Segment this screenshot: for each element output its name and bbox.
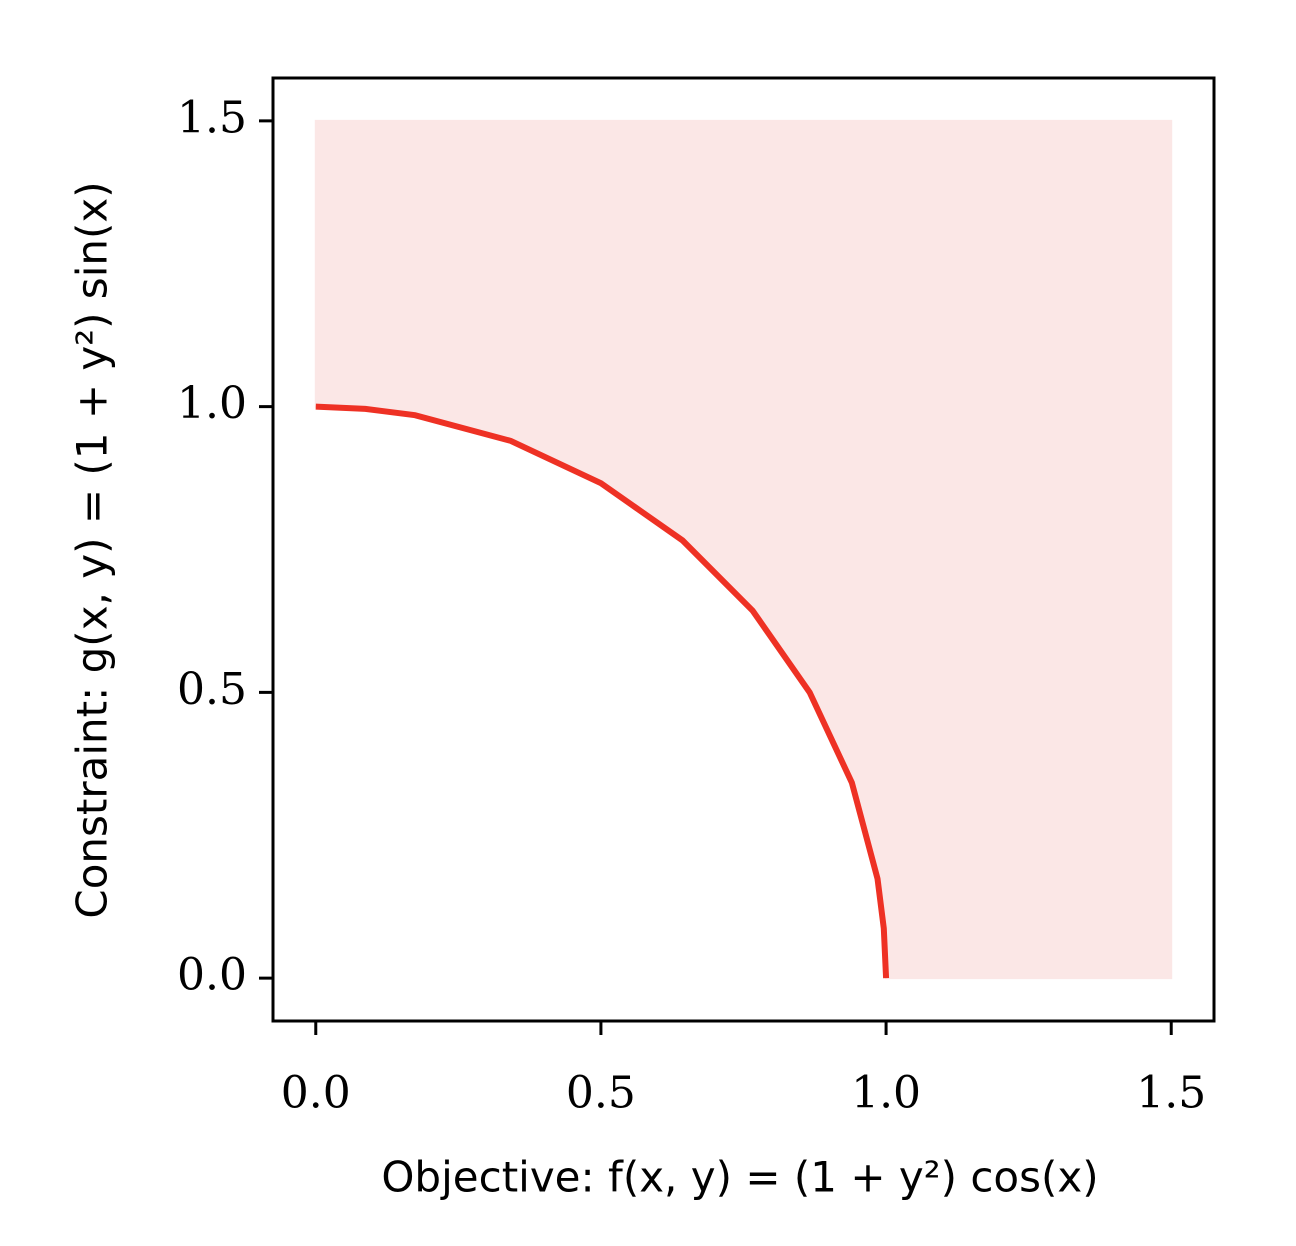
axes-frame [271, 76, 1216, 1023]
fill-area [314, 119, 1173, 980]
plot-area: 0.0 0.5 1.0 1.5 0.0 0.5 1.0 1.5 [177, 76, 1216, 1119]
x-tick-label: 1.0 [851, 1068, 921, 1119]
y-tick-label: 0.5 [177, 664, 247, 715]
y-axis-label: Constraint: g(x, y) = (1 + y²) sin(x) [68, 181, 117, 918]
line [315, 403, 890, 979]
y-tick-label: 1.5 [177, 92, 247, 143]
x-tick-label: 0.5 [566, 1068, 636, 1119]
y-tick-label: 0.0 [177, 950, 247, 1001]
y-tick-label: 1.0 [177, 378, 247, 429]
x-tick-label: 0.0 [281, 1068, 351, 1119]
x-tick-label: 1.5 [1136, 1068, 1206, 1119]
x-axis-label: Objective: f(x, y) = (1 + y²) cos(x) [381, 1153, 1098, 1202]
